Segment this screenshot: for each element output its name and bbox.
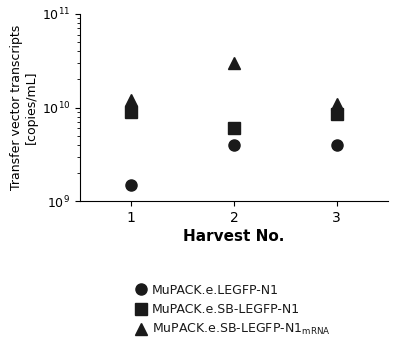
MuPACK.e.SB-LEGFP-N1$_\mathregular{mRNA}$	[129, 98, 134, 102]
MuPACK.e.SB-LEGFP-N1$_\mathregular{mRNA}$	[334, 102, 339, 106]
Legend: MuPACK.e.LEGFP-N1, MuPACK.e.SB-LEGFP-N1, MuPACK.e.SB-LEGFP-N1$_\mathregular{mRNA: MuPACK.e.LEGFP-N1, MuPACK.e.SB-LEGFP-N1,…	[133, 279, 335, 342]
MuPACK.e.SB-LEGFP-N1$_\mathregular{mRNA}$	[232, 61, 236, 65]
Line: MuPACK.e.SB-LEGFP-N1: MuPACK.e.SB-LEGFP-N1	[126, 106, 342, 134]
MuPACK.e.SB-LEGFP-N1	[232, 126, 236, 130]
X-axis label: Harvest No.: Harvest No.	[183, 229, 285, 244]
Line: MuPACK.e.LEGFP-N1: MuPACK.e.LEGFP-N1	[126, 139, 342, 190]
MuPACK.e.LEGFP-N1	[334, 143, 339, 147]
MuPACK.e.SB-LEGFP-N1	[129, 110, 134, 114]
MuPACK.e.SB-LEGFP-N1	[334, 112, 339, 116]
MuPACK.e.LEGFP-N1	[232, 143, 236, 147]
MuPACK.e.LEGFP-N1	[129, 183, 134, 187]
Line: MuPACK.e.SB-LEGFP-N1$_\mathregular{mRNA}$: MuPACK.e.SB-LEGFP-N1$_\mathregular{mRNA}…	[126, 57, 342, 109]
Y-axis label: Transfer vector transcripts
[copies/mL]: Transfer vector transcripts [copies/mL]	[10, 25, 38, 190]
